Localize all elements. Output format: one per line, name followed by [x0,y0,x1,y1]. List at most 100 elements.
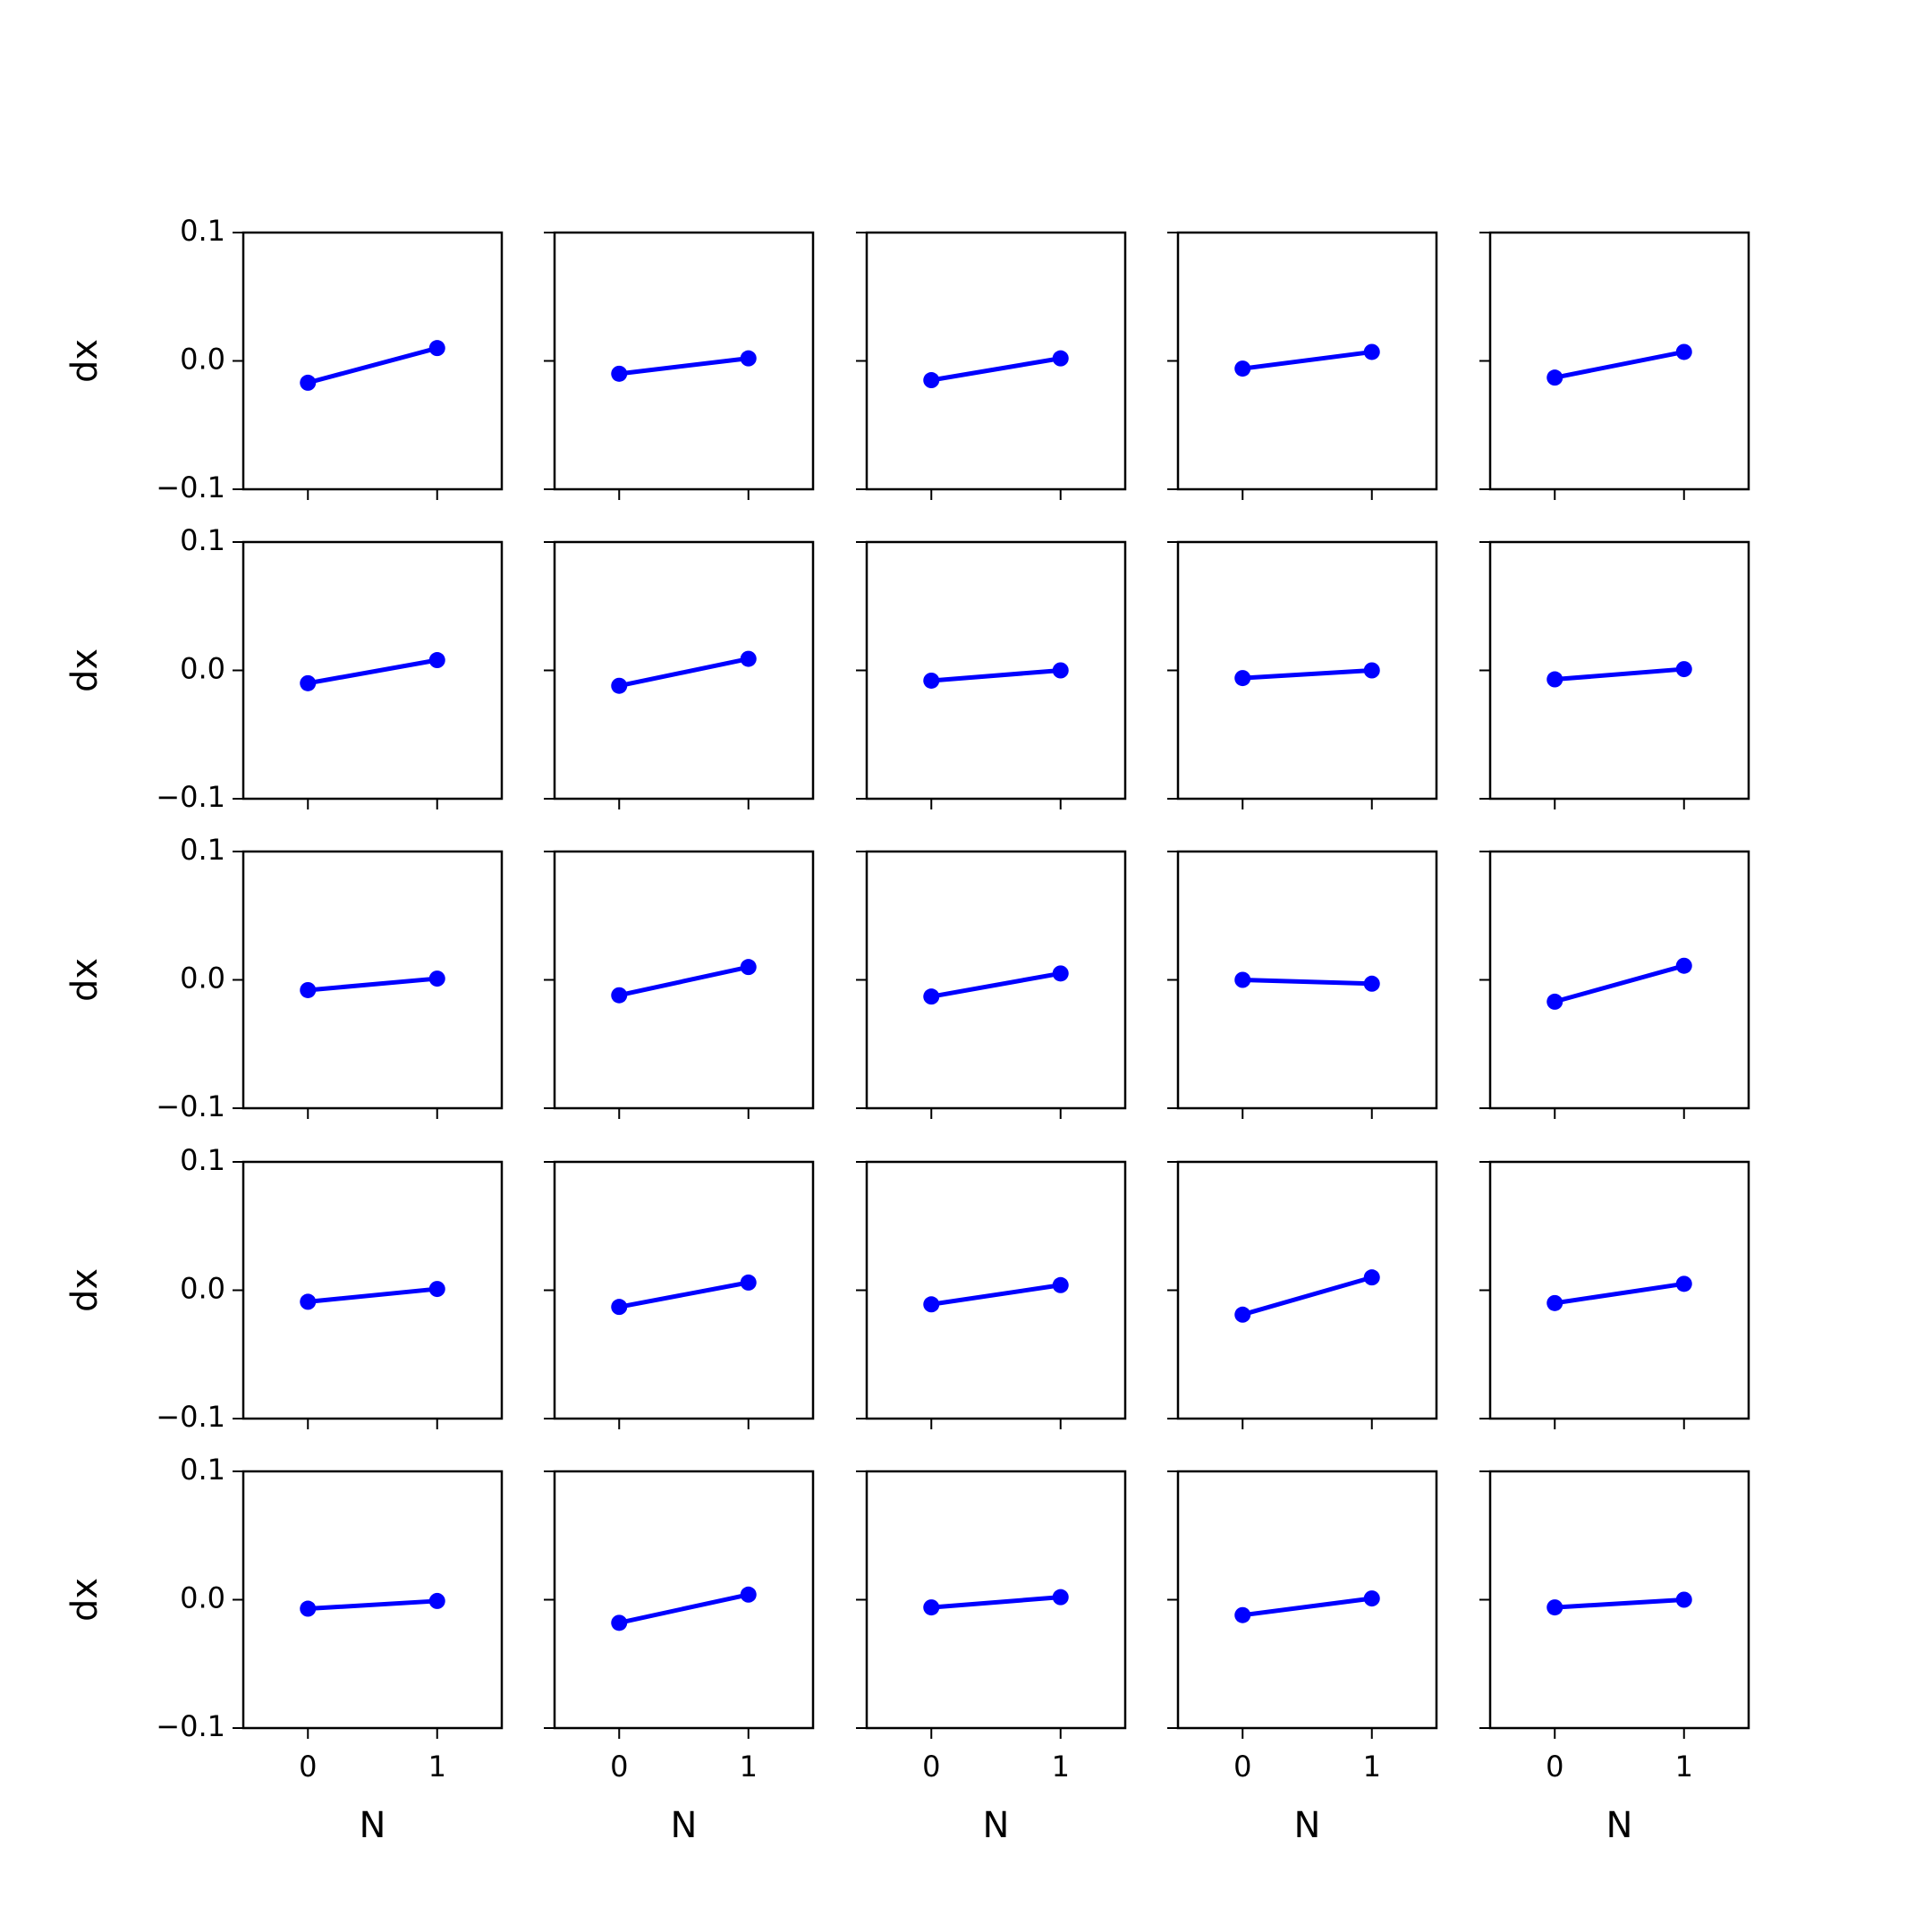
data-point [300,1600,317,1617]
subplot-r5-c2: 0 1 N [544,1470,815,1846]
data-point [1546,369,1563,386]
x-tick-label: 0 [922,1750,940,1784]
series-line [305,1286,440,1304]
data-point [1052,1589,1069,1606]
data-point [923,1599,940,1616]
subplot-r5-c4: 0 1 N [1167,1470,1438,1846]
y-tick-label: 0.1 [180,214,225,248]
series-line [616,964,751,998]
y-tick-label: 0.1 [180,833,225,867]
series-line [305,657,440,686]
data-point [1363,1269,1380,1286]
data-point [1675,957,1692,974]
x-axis-label: N [1294,1805,1321,1846]
x-tick-label: 0 [610,1750,628,1784]
series-line [1552,1281,1687,1306]
data-point [300,981,317,998]
subplot-r1-c2 [544,231,815,500]
series-line [928,1595,1063,1610]
data-point [428,1281,445,1298]
axes-frame [865,540,1127,801]
subplot-r3-c3 [856,850,1127,1119]
x-tick-label: 0 [1546,1750,1563,1784]
data-point [1234,670,1251,687]
series-line [1240,349,1375,371]
data-point [1234,1306,1251,1323]
subplot-r4-c3 [856,1160,1127,1429]
data-point [923,372,940,389]
subplot-r3-c5 [1479,850,1750,1119]
y-axis-label: dx [64,339,106,383]
data-point [1052,662,1069,679]
series-line [616,1280,751,1309]
data-point [740,1274,757,1291]
axes-frame [242,1470,504,1730]
series-line [1552,349,1687,380]
y-axis-label: dx [64,1268,106,1312]
axes-frame [865,1470,1127,1730]
data-point [1052,350,1069,367]
subplot-r4-c1: 0.1 0.0 −0.1 dx [64,1143,504,1434]
data-point [1546,671,1563,688]
x-tick-label: 1 [1052,1750,1070,1784]
subplot-r3-c2 [544,850,815,1119]
series-line [1240,1275,1375,1318]
y-tick-label: 0.0 [180,1581,225,1615]
subplot-r2-c5 [1479,540,1750,809]
data-point [740,1586,757,1603]
data-point [1675,343,1692,360]
subplot-r5-c1: 0.1 0.0 −0.1 0 1 dx N [64,1453,504,1846]
data-point [740,350,757,367]
data-point [1052,1276,1069,1293]
x-tick-label: 0 [1233,1750,1251,1784]
axes-frame [242,1160,504,1420]
y-tick-label: 0.1 [180,523,225,557]
subplot-r4-c2 [544,1160,815,1429]
series-line [1240,978,1375,987]
data-point [300,374,317,391]
y-tick-label: 0.0 [180,962,225,996]
data-point [923,672,940,689]
series-line [928,668,1063,683]
subplot-r1-c4 [1167,231,1438,500]
axes-frame [1176,1160,1438,1420]
subplot-r4-c4 [1167,1160,1438,1429]
series-line [1552,963,1687,1004]
subplot-r5-c5: 0 1 N [1479,1470,1750,1846]
data-point [1363,1590,1380,1607]
data-point [428,1592,445,1609]
data-point [611,987,628,1004]
data-point [611,1614,628,1631]
data-point [1234,1606,1251,1623]
data-point [428,652,445,669]
series-line [305,345,440,386]
series-line [1240,668,1375,681]
axes-frame [553,231,815,491]
axes-frame [1488,1160,1750,1420]
subplot-r3-c1: 0.1 0.0 −0.1 dx [64,833,504,1123]
data-point [428,970,445,987]
subplot-r4-c5 [1479,1160,1750,1429]
x-tick-label: 1 [740,1750,758,1784]
axes-frame [865,231,1127,491]
y-axis-label: dx [64,648,106,692]
axes-frame [242,850,504,1110]
data-point [923,988,940,1005]
y-tick-label: 0.0 [180,1272,225,1306]
y-tick-label: 0.0 [180,652,225,686]
data-point [1675,661,1692,678]
data-point [740,650,757,667]
x-axis-label: N [671,1805,698,1846]
data-point [428,340,445,357]
y-tick-label: 0.1 [180,1143,225,1177]
data-point [611,1299,628,1316]
axes-frame [865,850,1127,1110]
subplot-r1-c5 [1479,231,1750,500]
series-line [928,970,1063,999]
subplot-r2-c3 [856,540,1127,809]
series-line [305,1598,440,1612]
y-axis-label: dx [64,958,106,1002]
x-tick-label: 1 [428,1750,446,1784]
axes-frame [1488,850,1750,1110]
